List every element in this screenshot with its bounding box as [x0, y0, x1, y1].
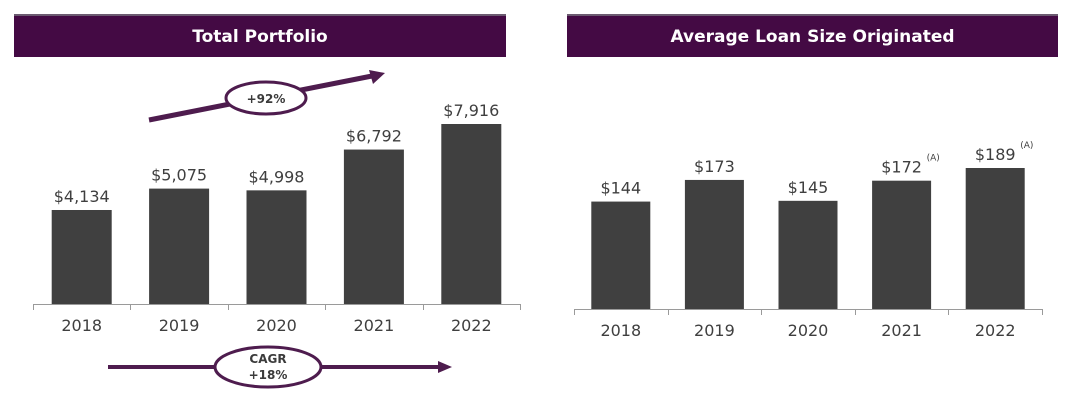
cagr-label-line2: +18%: [249, 368, 288, 382]
value-label-2022: $7,916: [443, 101, 499, 120]
value-label-2018: $144: [600, 179, 641, 198]
x-tick-label-2019: 2019: [159, 316, 200, 335]
value-label-2022: $189: [975, 145, 1016, 164]
bar-2022: [965, 168, 1025, 309]
bar-2021: [343, 149, 404, 304]
x-tick-label-2018: 2018: [600, 321, 641, 340]
bar-2020: [246, 190, 307, 304]
cagr-ellipse: [213, 345, 323, 389]
growth-ellipse: [224, 80, 308, 116]
cagr-label-line1: CAGR: [249, 352, 286, 366]
footnote-2021: (A): [927, 154, 940, 164]
growth-arrow-head: [369, 70, 385, 84]
footnote-2022: (A): [1020, 141, 1033, 151]
value-label-2021: $6,792: [346, 127, 402, 146]
value-label-2019: $173: [694, 157, 735, 176]
bar-2022: [441, 124, 502, 304]
chart-1-marks: $4,134 2018 $5,075 2019 $4,998 2020 $6,792 2021…: [33, 101, 521, 335]
bar-2021: [872, 180, 932, 309]
growth-annotation: +92%: [148, 70, 385, 123]
bar-2018: [51, 209, 112, 304]
cagr-arrow-head: [438, 361, 452, 373]
bar-2018: [591, 201, 651, 309]
bar-2020: [778, 200, 838, 309]
chart-2-marks: $144 2018 $173 2019 $145 2020 $172 (A) 2021 $189 (…: [574, 141, 1043, 340]
value-label-2021: $172: [881, 158, 922, 177]
x-tick-label-2020: 2020: [788, 321, 829, 340]
average-loan-size-title: Average Loan Size Originated: [567, 14, 1058, 57]
x-tick-label-2019: 2019: [694, 321, 735, 340]
value-label-2020: $145: [788, 178, 829, 197]
growth-label: +92%: [247, 92, 286, 106]
x-tick-label-2022: 2022: [975, 321, 1016, 340]
x-tick-label-2020: 2020: [256, 316, 297, 335]
x-tick-label-2021: 2021: [881, 321, 922, 340]
cagr-annotation: CAGR +18%: [108, 345, 452, 389]
value-label-2019: $5,075: [151, 166, 207, 185]
total-portfolio-title: Total Portfolio: [14, 14, 506, 57]
value-label-2018: $4,134: [54, 187, 110, 206]
bar-2019: [684, 179, 744, 309]
value-label-2020: $4,998: [249, 167, 305, 186]
x-tick-label-2022: 2022: [451, 316, 492, 335]
x-tick-label-2018: 2018: [61, 316, 102, 335]
x-tick-label-2021: 2021: [354, 316, 395, 335]
bar-2019: [149, 188, 210, 304]
